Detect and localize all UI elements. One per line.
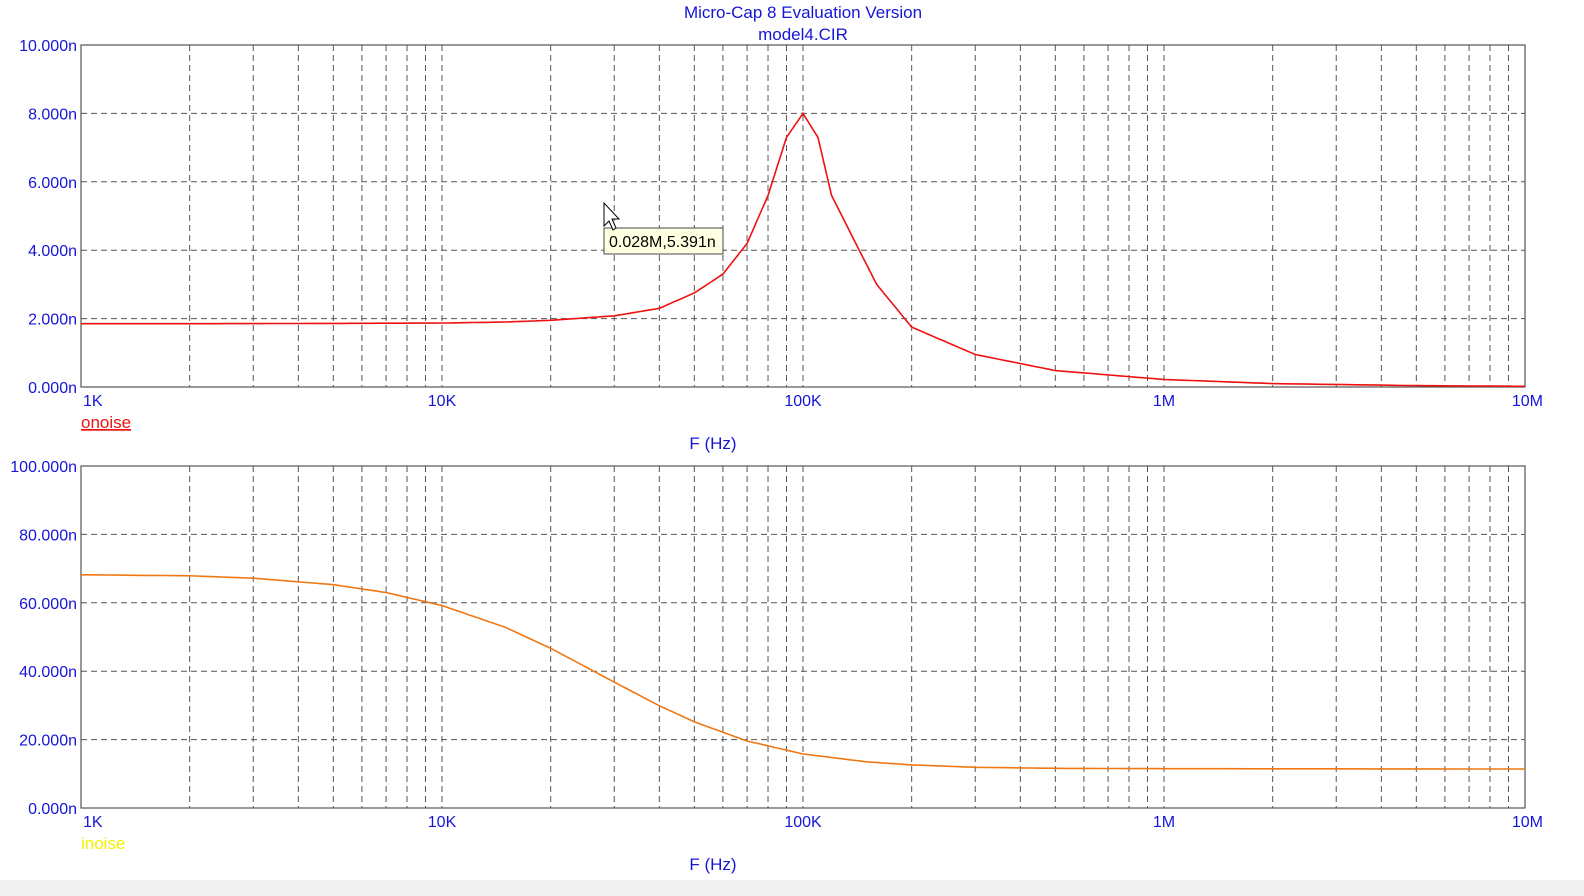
onoise-plot-panel[interactable]: 0.000n 2.000n 4.000n 6.000n 8.000n 10.000n 1K… <box>19 38 1543 453</box>
x-tick-label: 100K <box>784 814 822 831</box>
y-axis-ticks: 0.000n 20.000n 40.000n 60.000n 80.000n 100.00… <box>10 459 77 818</box>
y-tick-label: 2.000n <box>28 312 77 329</box>
x-tick-label: 1M <box>1153 814 1175 831</box>
x-tick-label: 100K <box>784 393 822 410</box>
inoise-plot-panel[interactable]: 0.000n 20.000n 40.000n 60.000n 80.000n 100.00… <box>10 459 1543 874</box>
grid-lines <box>81 466 1525 808</box>
y-tick-label: 20.000n <box>19 733 77 750</box>
inoise-legend-label[interactable]: inoise <box>81 834 125 853</box>
y-tick-label: 6.000n <box>28 175 77 192</box>
legend[interactable]: onoise <box>81 413 131 432</box>
onoise-legend-label[interactable]: onoise <box>81 413 131 432</box>
y-tick-label: 10.000n <box>19 38 77 55</box>
inoise-line <box>81 573 1525 770</box>
x-tick-label: 10K <box>428 393 457 410</box>
legend[interactable]: inoise <box>81 834 125 853</box>
chart-subtitle: model4.CIR <box>758 25 848 44</box>
plot-frame <box>80 44 1526 388</box>
y-tick-label: 4.000n <box>28 243 77 260</box>
plot-frame <box>80 465 1526 809</box>
onoise-line <box>81 111 1525 388</box>
grid-lines <box>81 45 1525 387</box>
status-strip <box>0 880 1584 896</box>
y-tick-label: 100.000n <box>10 459 77 476</box>
mouse-pointer-icon <box>603 201 621 231</box>
x-axis-ticks: 1K 10K 100K 1M 10M <box>83 393 1543 410</box>
y-tick-label: 0.000n <box>28 380 77 397</box>
x-axis-label: F (Hz) <box>689 855 736 874</box>
y-tick-label: 0.000n <box>28 801 77 818</box>
series-lines <box>81 573 1525 770</box>
y-tick-label: 80.000n <box>19 527 77 544</box>
x-tick-label: 10M <box>1512 393 1543 410</box>
y-tick-label: 60.000n <box>19 596 77 613</box>
chart-title: Micro-Cap 8 Evaluation Version <box>684 3 922 22</box>
tooltip-box <box>603 227 724 255</box>
x-tick-label: 1M <box>1153 393 1175 410</box>
x-axis-ticks: 1K 10K 100K 1M 10M <box>83 814 1543 831</box>
series-lines <box>81 111 1525 388</box>
tooltip-text: 0.028M,5.391n <box>609 234 716 251</box>
y-axis-ticks: 0.000n 2.000n 4.000n 6.000n 8.000n 10.000n <box>19 38 77 397</box>
x-tick-label: 10M <box>1512 814 1543 831</box>
y-tick-label: 8.000n <box>28 106 77 123</box>
x-axis-label: F (Hz) <box>689 434 736 453</box>
cursor-tooltip: 0.028M,5.391n <box>603 227 724 255</box>
x-tick-label: 1K <box>83 393 103 410</box>
x-tick-label: 1K <box>83 814 103 831</box>
y-tick-label: 40.000n <box>19 664 77 681</box>
x-tick-label: 10K <box>428 814 457 831</box>
